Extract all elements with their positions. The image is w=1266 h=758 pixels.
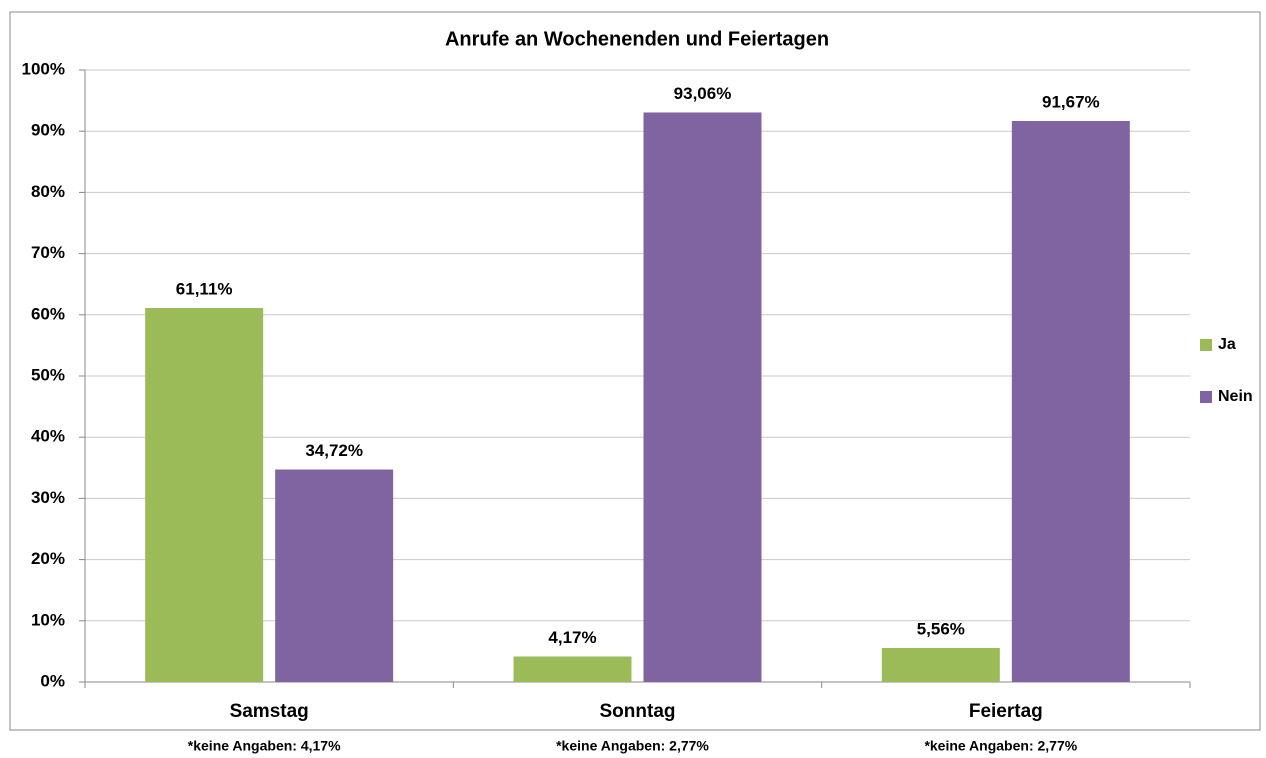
y-tick-label: 50% xyxy=(31,365,65,384)
chart-title: Anrufe an Wochenenden und Feiertagen xyxy=(445,28,829,50)
y-tick-label: 90% xyxy=(31,121,65,140)
data-label: 5,56% xyxy=(917,619,965,638)
data-label: 4,17% xyxy=(548,628,596,647)
y-tick-label: 80% xyxy=(31,182,65,201)
data-label: 34,72% xyxy=(305,441,363,460)
annotation: *keine Angaben: 2,77% xyxy=(924,738,1077,754)
y-tick-label: 40% xyxy=(31,427,65,446)
x-tick-label: Feiertag xyxy=(969,701,1043,722)
legend-swatch xyxy=(1200,391,1212,403)
data-label: 91,67% xyxy=(1042,92,1100,111)
y-tick-label: 0% xyxy=(40,671,65,690)
legend-label: Ja xyxy=(1218,336,1236,353)
bar xyxy=(275,469,394,682)
annotation: *keine Angaben: 2,77% xyxy=(556,738,709,754)
legend-label: Nein xyxy=(1218,388,1253,405)
bar xyxy=(881,647,1000,682)
y-tick-label: 20% xyxy=(31,549,65,568)
data-label: 93,06% xyxy=(674,84,732,103)
y-tick-label: 100% xyxy=(22,59,65,78)
bar xyxy=(643,112,762,683)
y-tick-label: 60% xyxy=(31,304,65,323)
legend-swatch xyxy=(1200,339,1212,351)
y-tick-label: 30% xyxy=(31,488,65,507)
x-tick-label: Samstag xyxy=(230,701,309,722)
bar xyxy=(1011,120,1130,682)
x-tick-label: Sonntag xyxy=(600,701,676,722)
bar xyxy=(145,308,264,682)
data-label: 61,11% xyxy=(176,279,233,298)
y-tick-label: 10% xyxy=(31,610,65,629)
y-tick-label: 70% xyxy=(31,243,65,262)
bar xyxy=(513,656,632,682)
annotation: *keine Angaben: 4,17% xyxy=(188,738,341,754)
